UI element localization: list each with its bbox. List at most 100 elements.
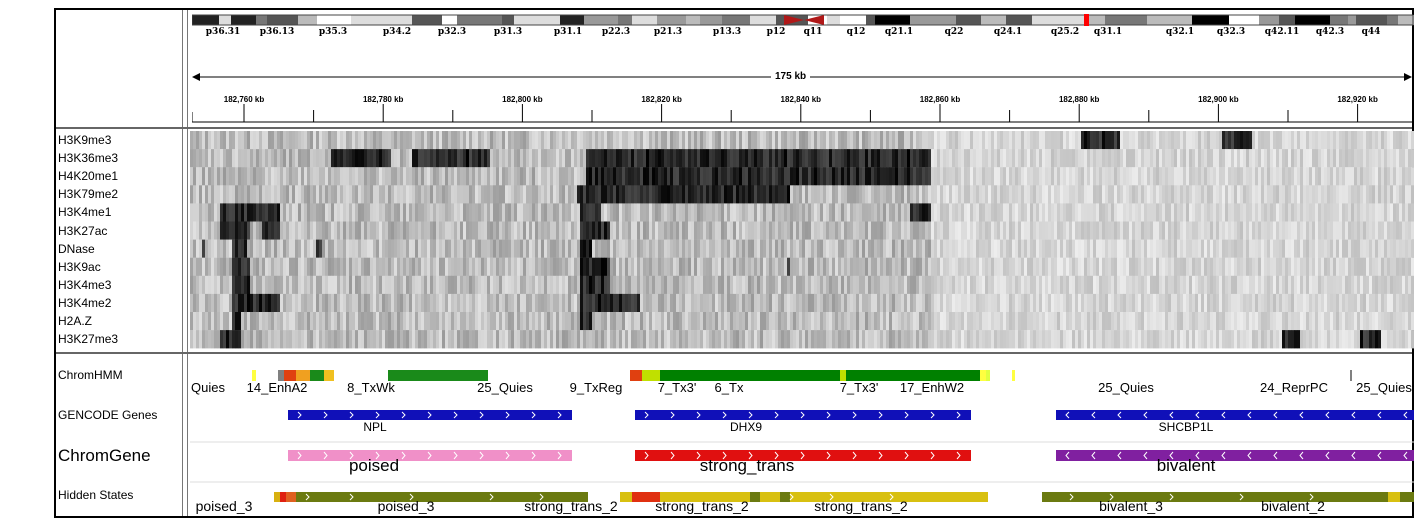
header-panel-separator xyxy=(56,127,1412,129)
chromgene-bivalent xyxy=(1056,450,1414,461)
heatmap-row-label[interactable]: H3K9me3 xyxy=(58,133,112,147)
ruler-tick-label: 182,760 kb xyxy=(223,95,265,104)
cytoband-label: q42.11 xyxy=(1264,27,1300,37)
chromhmm-segment xyxy=(1012,370,1015,381)
chromosome-ideogram[interactable] xyxy=(192,14,1414,26)
cytoband xyxy=(317,15,351,25)
cytoband xyxy=(827,15,840,25)
span-arrow-left xyxy=(192,73,200,81)
heatmap-row-label[interactable]: H2A.Z xyxy=(58,314,93,328)
cytoband xyxy=(584,15,618,25)
hidden-state-label: poised_3 xyxy=(195,498,253,514)
data-panel-separator xyxy=(56,352,1412,354)
cytoband xyxy=(1087,15,1105,25)
cytoband xyxy=(457,15,502,25)
chromgene-track-label[interactable]: ChromGene xyxy=(58,446,151,465)
gene-label-npl[interactable]: NPL xyxy=(363,420,387,434)
cytoband xyxy=(910,15,956,25)
heatmap-row-label[interactable]: H3K4me3 xyxy=(58,277,112,292)
heatmap-row-label[interactable]: H3K27ac xyxy=(58,223,108,238)
ruler-tick-label: 182,780 kb xyxy=(362,95,404,104)
chromhmm-state-label: 14_EnhA2 xyxy=(246,380,308,395)
chromhmm-segment xyxy=(324,370,334,381)
cytoband xyxy=(700,15,722,25)
cytoband xyxy=(686,15,700,25)
chromhmm-state-label: 25_Quies xyxy=(1356,380,1412,395)
gene-label-shcbp1l[interactable]: SHCBP1L xyxy=(1158,420,1214,434)
chromhmm-segment xyxy=(986,370,990,381)
ruler-tick-label: 182,820 kb xyxy=(641,95,682,104)
hidden-state-label: bivalent_2 xyxy=(1261,498,1325,514)
cytoband xyxy=(351,15,378,25)
hidden-state-segment xyxy=(1042,492,1414,502)
cytoband xyxy=(956,15,981,25)
hidden-states-track-label[interactable]: Hidden States xyxy=(58,488,134,502)
cytoband-label: q42.3 xyxy=(1315,27,1345,37)
heatmap-row xyxy=(190,221,1414,240)
gene-dhx9 xyxy=(635,410,971,420)
gencode-track-label[interactable]: GENCODE Genes xyxy=(58,408,158,422)
cytoband xyxy=(1356,15,1387,25)
hidden-state-segment xyxy=(274,492,280,502)
heatmap-row-label[interactable]: H4K20me1 xyxy=(58,169,119,184)
ruler-tick-label: 182,880 kb xyxy=(1058,95,1100,104)
cytoband-label: q32.1 xyxy=(1165,27,1195,37)
cytoband xyxy=(1229,15,1259,25)
cytoband-label: q22 xyxy=(944,27,964,37)
cytoband xyxy=(750,15,776,25)
cytoband xyxy=(1006,15,1032,25)
cytoband xyxy=(1192,15,1229,25)
chromhmm-state-label: 7_Tx3' xyxy=(657,380,697,395)
cytoband xyxy=(560,15,584,25)
heatmap-row-label[interactable]: H3K27me3 xyxy=(58,332,119,347)
hidden-state-label: poised_3 xyxy=(377,498,435,514)
annotation-tracks[interactable] xyxy=(190,356,1414,518)
chromhmm-segment xyxy=(278,370,286,381)
cytoband-label: q21.1 xyxy=(884,27,914,37)
chromhmm-state-label: 25_Quies xyxy=(477,380,533,395)
heatmap-row xyxy=(190,185,1414,204)
cytoband-label: q24.1 xyxy=(993,27,1023,37)
ruler-tick-label: 182,840 kb xyxy=(780,95,822,104)
hidden-state-segment xyxy=(280,492,286,502)
cytoband xyxy=(1387,15,1398,25)
cytoband xyxy=(378,15,412,25)
cytoband-label: p22.3 xyxy=(601,27,631,37)
chromhmm-state-label: 7_Tx3' xyxy=(839,380,879,395)
cytoband-label: p13.3 xyxy=(712,27,742,37)
chromhmm-segment xyxy=(846,370,980,381)
cytoband-label: p36.31 xyxy=(205,27,241,37)
heatmap-row xyxy=(190,330,1414,349)
heatmap-row-label[interactable]: H3K4me2 xyxy=(58,295,112,310)
cytoband xyxy=(722,15,733,25)
cytoband-label: p21.3 xyxy=(653,27,683,37)
cytoband-label: p31.1 xyxy=(553,27,583,37)
heatmap-row-label[interactable]: H3K36me3 xyxy=(58,151,119,166)
chromgene-state-label: strong_trans xyxy=(699,456,795,475)
cytoband xyxy=(1105,15,1147,25)
cytoband xyxy=(657,15,686,25)
heatmap-row-label[interactable]: H3K9ac xyxy=(58,259,101,274)
cytoband xyxy=(412,15,442,25)
heatmap-row xyxy=(190,149,1414,168)
cytoband-label: p32.3 xyxy=(437,27,467,37)
cytoband xyxy=(256,15,267,25)
cytoband xyxy=(1050,15,1087,25)
centromere xyxy=(804,15,824,25)
chromhmm-segment xyxy=(284,370,296,381)
cytoband xyxy=(1259,15,1279,25)
heatmap-row-label[interactable]: DNase xyxy=(58,241,95,256)
cytoband-label: q44 xyxy=(1361,27,1381,37)
label-column-separator xyxy=(182,10,183,516)
heatmap-row-label[interactable]: H3K79me2 xyxy=(58,187,119,202)
chromhmm-segment xyxy=(840,370,846,381)
cytoband xyxy=(632,15,657,25)
chromhmm-track-label[interactable]: ChromHMM xyxy=(58,368,123,382)
cytoband xyxy=(1398,15,1414,25)
heatmap-row-label[interactable]: H3K4me1 xyxy=(58,205,112,220)
heatmap-row xyxy=(190,167,1414,186)
gene-label-dhx9[interactable]: DHX9 xyxy=(729,420,763,434)
chromatin-mark-heatmap[interactable] xyxy=(190,131,1414,349)
genome-browser-frame: p36.31 p36.13 p35.3 p34.2 p32.3 p31.3 p31.1 p22… xyxy=(54,8,1414,518)
hidden-state-segment xyxy=(660,492,750,502)
